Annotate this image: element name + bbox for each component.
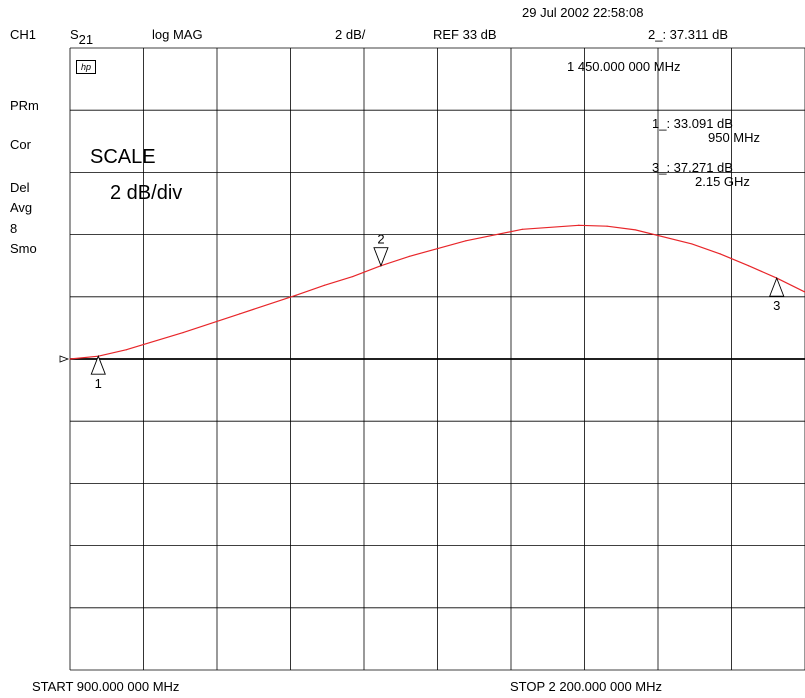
marker-1-icon bbox=[90, 354, 106, 375]
active-marker-frequency: 1 450.000 000 MHz bbox=[567, 59, 681, 74]
trace-point bbox=[747, 265, 750, 267]
scale-annotation-title: SCALE bbox=[90, 146, 156, 168]
trace-point bbox=[295, 294, 297, 296]
stop-frequency-label: STOP 2 200.000 000 MHz bbox=[510, 679, 663, 694]
side-label-prm: PRm bbox=[10, 98, 39, 113]
trace-point bbox=[521, 228, 523, 230]
parameter-label: S21 bbox=[70, 27, 94, 47]
format-label: log MAG bbox=[152, 27, 203, 42]
reference-pointer-icon bbox=[59, 355, 70, 363]
side-label-del: Del bbox=[10, 180, 30, 195]
hp-logo-icon: hp bbox=[76, 60, 96, 74]
side-label-cor: Cor bbox=[10, 137, 31, 152]
side-label-avg: Avg bbox=[10, 200, 33, 215]
marker-1-value: 1_: 33.091 dB bbox=[652, 116, 733, 131]
trace-point bbox=[408, 255, 410, 257]
marker-layer: 1 2 3 bbox=[90, 232, 785, 391]
trace-point bbox=[125, 349, 128, 351]
trace-point bbox=[719, 253, 721, 255]
trace-point bbox=[465, 240, 467, 242]
trace-point bbox=[323, 284, 326, 286]
trace-line bbox=[69, 224, 805, 360]
trace-point bbox=[69, 358, 71, 360]
trace-point bbox=[691, 243, 693, 245]
scale-label: 2 dB/ bbox=[335, 27, 366, 42]
trace-point bbox=[352, 275, 354, 278]
start-frequency-label: START 900.000 000 MHz bbox=[32, 679, 180, 694]
side-label-smo: Smo bbox=[10, 241, 37, 256]
marker-1-frequency: 950 MHz bbox=[708, 130, 761, 145]
marker-2-icon bbox=[373, 247, 389, 267]
trace-point bbox=[239, 313, 241, 315]
channel-label: CH1 bbox=[10, 27, 37, 42]
marker-2-label: 2 bbox=[377, 232, 384, 247]
trace-point bbox=[606, 225, 608, 227]
scale-annotation-value: 2 dB/div bbox=[110, 182, 183, 204]
active-marker-value: 2_: 37.311 dB bbox=[648, 27, 728, 42]
side-label-avg-count: 8 bbox=[10, 221, 18, 236]
marker-3-label: 3 bbox=[773, 298, 780, 313]
marker-3-frequency: 2.15 GHz bbox=[695, 174, 750, 189]
trace-point bbox=[634, 229, 636, 231]
marker-3-icon bbox=[769, 276, 785, 297]
reference-label: REF 33 dB bbox=[433, 27, 497, 42]
reference-layer bbox=[59, 355, 805, 363]
marker-1-label: 1 bbox=[95, 376, 102, 391]
trace-point bbox=[578, 224, 580, 226]
marker-3-value: 3_: 37.271 dB bbox=[652, 160, 733, 175]
datetime-label: 29 Jul 2002 22:58:08 bbox=[522, 5, 644, 20]
trace-point bbox=[182, 331, 184, 334]
